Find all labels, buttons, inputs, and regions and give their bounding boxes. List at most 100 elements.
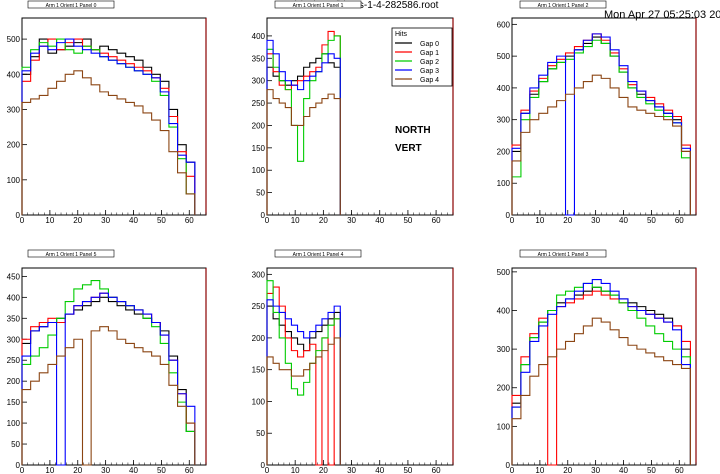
x-tick-label: 50 [157,216,166,225]
y-tick-label: 300 [252,77,266,86]
y-tick-label: 300 [252,270,266,279]
series-line-2 [266,280,341,465]
series-line-3 [21,38,196,215]
x-tick-label: 0 [510,216,515,225]
y-tick-label: 100 [7,419,21,428]
y-tick-label: 150 [252,366,266,375]
chart-panel-0: Arm 1 Orient 1 Panel 0 0 10 20 30 40 50 60 0 100 2… [7,0,207,225]
chart-panel-5: Arm 1 Orient 1 Panel 3 0 10 20 30 40 50 60 0 100 2… [497,249,697,474]
series-line-2 [21,38,196,215]
y-tick-label: 150 [252,144,266,153]
y-tick-label: 600 [497,20,511,29]
y-tick-label: 300 [497,345,511,354]
plot-frame [511,267,697,466]
series-line-4 [21,70,196,215]
x-tick-label: 60 [432,466,441,474]
y-tick-label: 150 [7,398,21,407]
y-tick-label: 100 [7,176,21,185]
plot-frame [21,17,207,216]
y-tick-label: 250 [7,356,21,365]
series-line-4 [511,317,691,465]
legend-label-1: Gap 1 [420,50,439,57]
x-tick-label: 50 [647,466,656,474]
panel-title: Arm 1 Orient 1 Panel 0 [46,3,97,9]
x-tick-label: 60 [185,466,194,474]
series-line-1 [266,286,341,466]
y-tick-label: 250 [252,99,266,108]
panel-title-box [274,249,362,258]
x-tick-label: 0 [510,466,515,474]
y-tick-label: 200 [252,121,266,130]
y-tick-label: 500 [497,52,511,61]
x-tick-label: 10 [535,466,544,474]
y-tick-label: 0 [506,211,511,220]
x-tick-label: 40 [129,216,138,225]
panel-title-box [519,0,607,9]
x-tick-label: 50 [403,216,412,225]
x-tick-label: 10 [535,216,544,225]
y-tick-label: 400 [7,70,21,79]
panel-title-box [27,249,115,258]
x-tick-label: 30 [347,466,356,474]
y-tick-label: 200 [7,141,21,150]
y-tick-label: 300 [7,335,21,344]
x-tick-label: 40 [619,216,628,225]
series-line-3 [511,33,691,216]
x-tick-label: 50 [647,216,656,225]
x-tick-label: 40 [129,466,138,474]
x-tick-label: 30 [591,466,600,474]
panel-title: Arm 1 Orient 1 Panel 1 [293,3,344,9]
legend-box [391,27,453,87]
x-tick-label: 0 [20,466,25,474]
y-tick-label: 100 [497,422,511,431]
series-line-3 [266,299,341,465]
y-tick-label: 350 [252,54,266,63]
series-line-3 [511,279,691,465]
x-tick-label: 30 [101,466,110,474]
panel-title: Arm 1 Orient 1 Panel 4 [293,252,344,258]
x-tick-label: 60 [675,466,684,474]
legend-label-4: Gap 4 [420,77,439,84]
x-tick-label: 0 [265,216,270,225]
x-tick-label: 10 [45,466,54,474]
x-tick-label: 10 [45,216,54,225]
y-tick-label: 50 [256,189,265,198]
y-tick-label: 50 [11,440,20,449]
panel-title-box [27,0,115,9]
legend-label-2: Gap 2 [420,59,439,66]
series-line-0 [21,38,196,215]
y-tick-label: 0 [261,211,266,220]
chart-panel-2: Arm 1 Orient 1 Panel 20 10 20 30 40 50 6001002… [497,0,697,225]
y-tick-label: 400 [252,32,266,41]
x-tick-label: 20 [319,216,328,225]
x-tick-label: 20 [73,216,82,225]
y-tick-label: 200 [252,334,266,343]
x-tick-label: 50 [403,466,412,474]
y-tick-label: 300 [7,105,21,114]
series-line-3 [21,292,196,466]
legend-label-3: Gap 3 [420,68,439,75]
x-tick-label: 20 [563,216,572,225]
y-tick-label: 0 [506,461,511,470]
x-tick-label: 20 [73,466,82,474]
y-tick-label: 0 [16,211,21,220]
annotation-north: NORTH [395,125,431,136]
y-tick-label: 0 [16,461,21,470]
series-line-4 [511,74,691,215]
x-tick-label: 40 [619,466,628,474]
x-tick-label: 20 [563,466,572,474]
series-line-2 [511,39,691,215]
legend-title: Hits [395,31,408,38]
y-tick-label: 300 [497,116,511,125]
annotation-vert: VERT [395,143,422,154]
y-tick-label: 200 [497,384,511,393]
y-tick-label: 100 [497,179,511,188]
y-tick-label: 500 [497,268,511,277]
x-tick-label: 40 [375,466,384,474]
plot-frame [266,267,454,466]
series-line-1 [511,33,691,215]
x-tick-label: 60 [675,216,684,225]
y-tick-label: 200 [497,147,511,156]
y-tick-label: 450 [7,272,21,281]
